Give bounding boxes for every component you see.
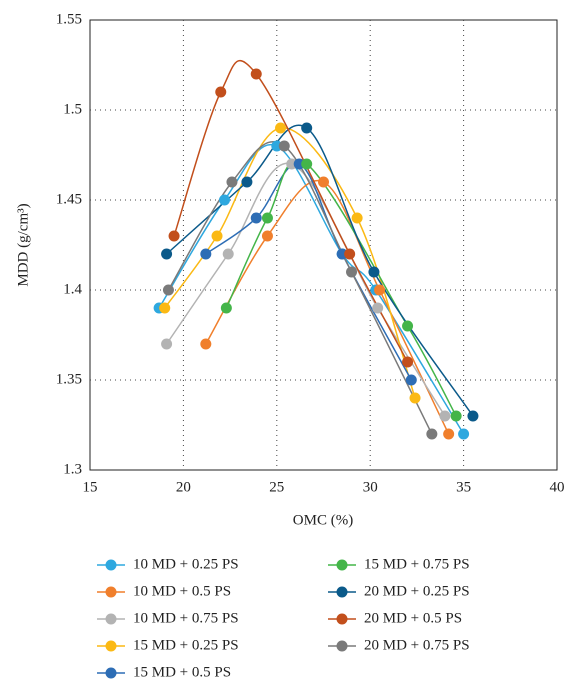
data-point [261, 212, 273, 224]
data-point [344, 248, 356, 260]
x-tick-label: 35 [456, 479, 471, 495]
x-tick-label: 15 [83, 479, 98, 495]
legend-label: 20 MD + 0.25 PS [364, 583, 470, 599]
data-point [443, 428, 455, 440]
data-point [222, 248, 234, 260]
legend-label: 15 MD + 0.25 PS [133, 637, 239, 653]
y-tick-label: 1.55 [56, 11, 82, 27]
data-point [402, 320, 414, 332]
legend-marker [105, 559, 117, 571]
data-point [161, 338, 173, 350]
data-point [161, 248, 173, 260]
legend-marker [105, 640, 117, 652]
series-line [167, 140, 433, 435]
y-tick-label: 1.45 [56, 191, 82, 207]
data-point [250, 68, 262, 80]
data-point [226, 176, 238, 188]
data-point [458, 428, 470, 440]
legend-label: 10 MD + 0.75 PS [133, 610, 239, 626]
legend-label: 10 MD + 0.5 PS [133, 583, 231, 599]
y-tick-label: 1.5 [63, 101, 82, 117]
legend-label: 20 MD + 0.75 PS [364, 637, 470, 653]
data-point [200, 248, 212, 260]
y-tick-label: 1.3 [63, 461, 82, 477]
legend-label: 20 MD + 0.5 PS [364, 610, 462, 626]
data-point [426, 428, 438, 440]
x-tick-label: 20 [176, 479, 191, 495]
data-point [405, 374, 417, 386]
y-axis-label: MDD (g/cm³) [15, 203, 31, 286]
data-point [220, 302, 232, 314]
data-point [450, 410, 462, 422]
legend-marker [105, 586, 117, 598]
data-point [250, 212, 262, 224]
data-point [159, 302, 171, 314]
data-point [346, 266, 358, 278]
data-point [301, 158, 313, 170]
legend-label: 15 MD + 0.75 PS [364, 556, 470, 572]
legend-marker [336, 559, 348, 571]
x-tick-label: 30 [363, 479, 378, 495]
data-point [261, 230, 273, 242]
data-point [301, 122, 313, 134]
data-point [409, 392, 421, 404]
legend-marker [336, 640, 348, 652]
legend-marker [336, 586, 348, 598]
data-point [275, 122, 287, 134]
legend-label: 15 MD + 0.5 PS [133, 664, 231, 680]
series-line [225, 159, 457, 417]
data-point [402, 356, 414, 368]
data-point [318, 176, 329, 188]
data-point [374, 284, 386, 296]
data-point [168, 230, 180, 242]
data-point [241, 176, 253, 188]
series-line [173, 60, 409, 363]
data-point [467, 410, 479, 422]
data-point [200, 338, 212, 350]
data-point [278, 140, 290, 152]
plot-frame [89, 19, 558, 471]
x-tick-label: 40 [550, 479, 565, 495]
data-point [372, 302, 384, 314]
data-point [162, 284, 174, 296]
data-point [368, 266, 380, 278]
x-axis-label: OMC (%) [293, 512, 353, 528]
x-tick-label: 25 [269, 479, 284, 495]
data-point [215, 86, 227, 98]
data-point [439, 410, 451, 422]
y-tick-label: 1.35 [56, 371, 82, 387]
legend-marker [105, 613, 117, 625]
y-tick-label: 1.4 [63, 281, 82, 297]
data-point [218, 194, 230, 206]
legend-marker [336, 613, 348, 625]
legend-marker [105, 667, 117, 679]
data-point [351, 212, 363, 224]
data-point [211, 230, 223, 242]
legend-label: 10 MD + 0.25 PS [133, 556, 239, 572]
